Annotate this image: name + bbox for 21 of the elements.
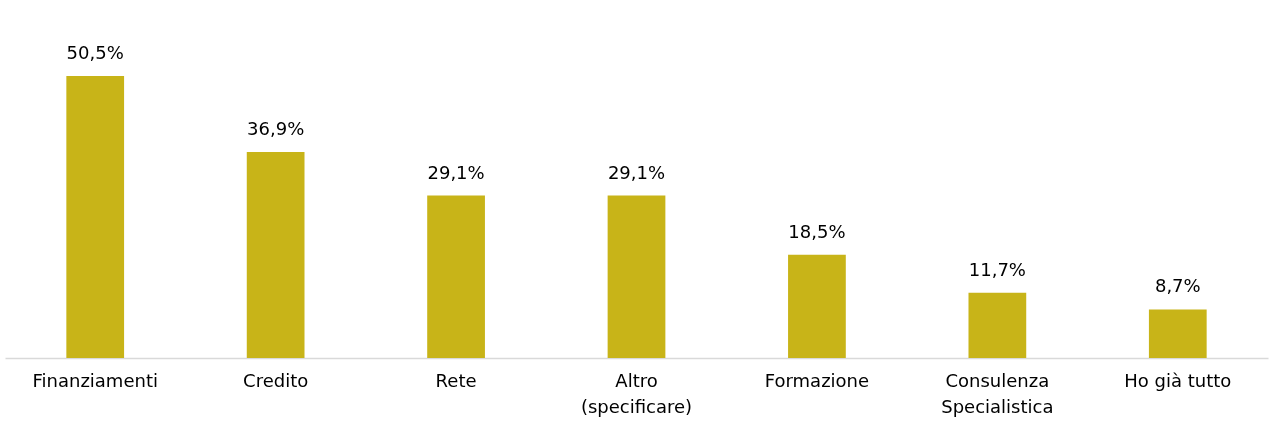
bar [1148,309,1207,358]
x-tick-label: Rete [435,369,477,391]
x-tick-label: Ho già tutto [1124,369,1232,391]
data-label: 29,1% [427,161,485,183]
bar [66,76,125,358]
x-tick-label: Consulenza Specialistica [941,369,1054,417]
data-label: 11,7% [968,258,1026,280]
x-tick-label: Altro (specificare) [580,369,693,417]
bar [246,151,305,358]
data-label: 18,5% [788,220,846,242]
x-tick-label: Formazione [764,369,870,391]
data-label: 50,5% [66,42,124,63]
bar [427,195,485,358]
data-label: 29,1% [607,161,666,183]
data-label: 36,9% [247,117,305,139]
data-label: 8,7% [1154,275,1201,297]
bar [968,292,1027,358]
x-tick-label: Credito [243,369,309,391]
x-tick-label: Finanziamenti [32,369,158,391]
bar [788,254,846,358]
bar [607,195,666,358]
